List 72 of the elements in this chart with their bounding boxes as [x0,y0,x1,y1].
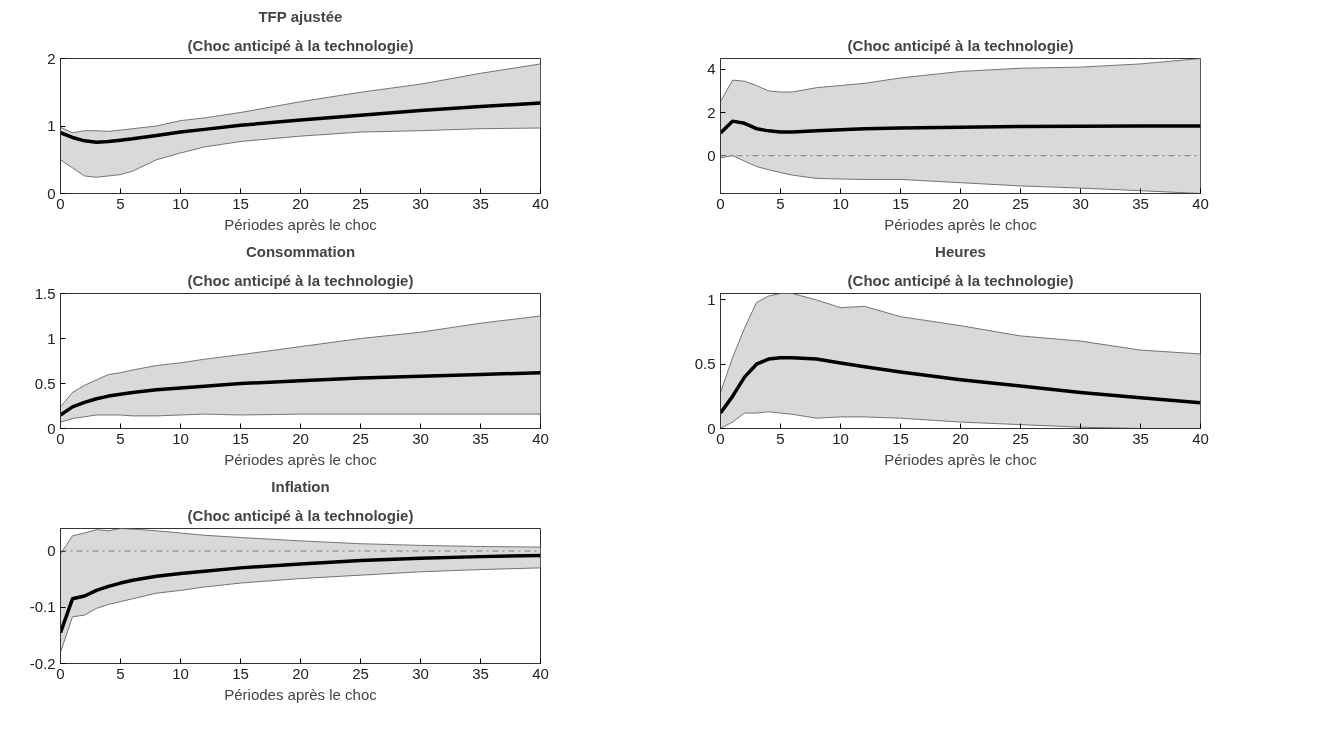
x-tick-label: 15 [232,664,249,682]
y-tick-label: -0.2 [29,654,56,672]
y-tick-label: 2 [707,103,716,121]
x-tick-label: 10 [172,664,189,682]
x-tick-label: 15 [892,194,909,212]
y-tick-label: 1.5 [34,284,56,302]
x-tick-label: 25 [352,194,369,212]
x-tick-label: 25 [1012,429,1029,447]
line-series [720,356,1201,415]
x-tick-label: 20 [952,429,969,447]
x-tick-label: 40 [532,664,549,682]
chart-subtitle: (Choc anticipé à la technologie) [847,36,1074,54]
chart-title: TFP ajustée [258,7,343,25]
line-series [60,101,541,144]
y-tick-label: -0.1 [29,598,56,616]
x-axis-title: Périodes après le choc [884,450,1038,468]
y-tick-label: 4 [707,60,716,78]
x-tick-label: 35 [472,429,489,447]
x-axis-title: Périodes après le choc [224,215,378,233]
x-tick-label: 30 [1072,194,1089,212]
y-tick-label: 0.5 [34,374,56,392]
x-tick-label: 15 [892,429,909,447]
x-tick-label: 5 [116,664,125,682]
chart-subtitle: (Choc anticipé à la technologie) [187,271,414,289]
x-tick-label: 20 [292,429,309,447]
x-tick-label: 10 [832,429,849,447]
x-tick-label: 5 [116,429,125,447]
x-tick-label: 35 [1132,194,1149,212]
chart-subtitle: (Choc anticipé à la technologie) [187,36,414,54]
chart-subtitle: (Choc anticipé à la technologie) [847,271,1074,289]
chart-title: Inflation [271,477,330,495]
chart-title: Consommation [245,242,356,260]
y-tick-label: 0.5 [694,355,716,373]
x-tick-label: 30 [412,664,429,682]
x-tick-label: 35 [1132,429,1149,447]
x-tick-label: 10 [172,194,189,212]
x-tick-label: 5 [116,194,125,212]
x-tick-label: 20 [292,664,309,682]
x-tick-label: 40 [532,194,549,212]
x-tick-label: 15 [232,429,249,447]
x-tick-label: 30 [412,194,429,212]
x-tick-label: 20 [952,194,969,212]
x-tick-label: 25 [352,429,369,447]
x-tick-label: 15 [232,194,249,212]
x-tick-label: 5 [776,194,785,212]
x-tick-label: 40 [1192,194,1209,212]
x-tick-label: 20 [292,194,309,212]
x-tick-label: 40 [1192,429,1209,447]
x-tick-label: 30 [412,429,429,447]
x-tick-label: 5 [776,429,785,447]
y-tick-label: 1 [47,117,56,134]
x-tick-label: 10 [172,429,189,447]
y-tick-label: 0 [47,542,56,559]
x-tick-label: 25 [1012,194,1029,212]
x-tick-label: 35 [472,194,489,212]
x-tick-label: 30 [1072,429,1089,447]
x-axis-title: Périodes après le choc [884,215,1038,233]
x-tick-label: 35 [472,664,489,682]
y-tick-label: 2 [47,49,56,67]
x-tick-label: 40 [532,429,549,447]
x-tick-label: 10 [832,194,849,212]
line-series [60,553,541,635]
y-tick-label: 0 [707,146,716,164]
line-series [720,119,1201,135]
line-series [60,370,541,417]
x-axis-title: Périodes après le choc [224,685,378,703]
y-tick-label: 1 [707,290,716,308]
x-axis-title: Périodes après le choc [224,450,378,468]
chart-subtitle: (Choc anticipé à la technologie) [187,506,414,524]
chart-title: Heures [935,242,986,260]
x-tick-label: 25 [352,664,369,682]
y-tick-label: 1 [47,329,56,347]
